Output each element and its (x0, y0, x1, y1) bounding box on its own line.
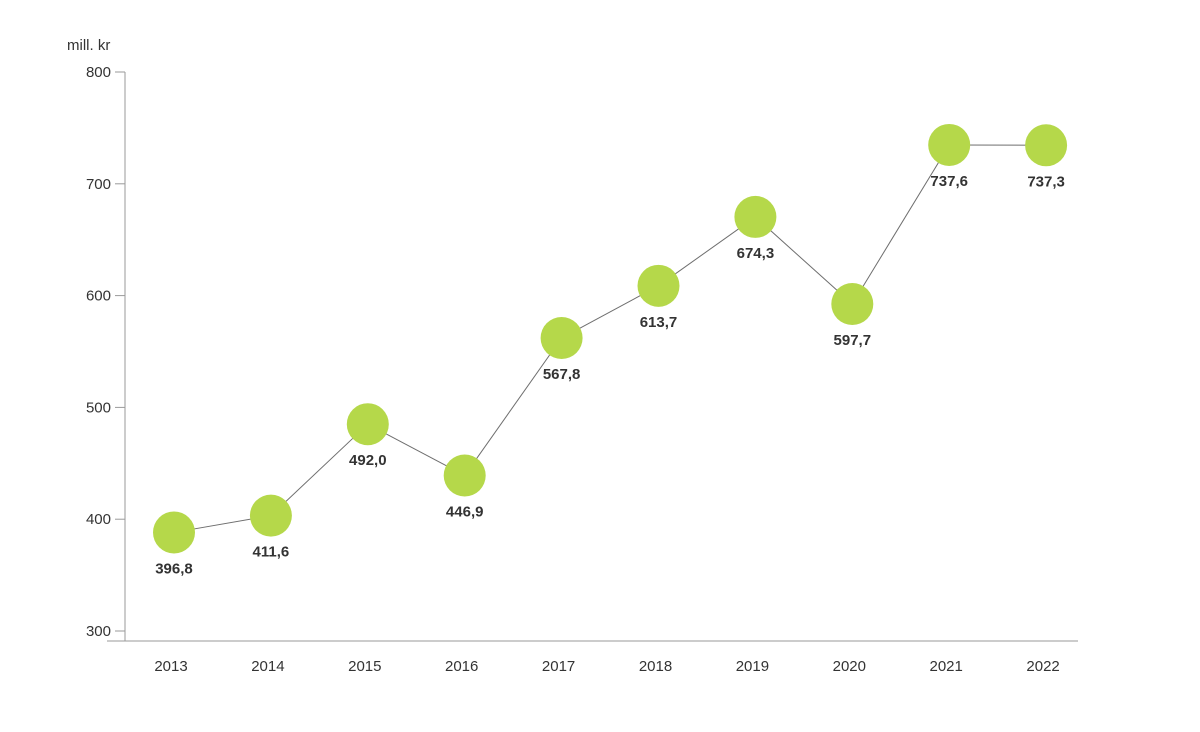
x-tick-label: 2020 (833, 658, 866, 675)
data-point-label: 737,6 (930, 173, 968, 190)
x-tick-label: 2015 (348, 658, 381, 675)
series-line-segment (755, 216, 853, 305)
y-tick-label: 600 (86, 288, 111, 305)
data-point-marker (1025, 124, 1068, 167)
x-tick-label: 2016 (445, 658, 478, 675)
series-line-segment (464, 337, 563, 476)
y-axis-unit-label: mill. kr (67, 37, 110, 54)
data-point-label: 567,8 (543, 366, 581, 383)
series-line-segment (270, 423, 369, 516)
data-point-label: 411,6 (253, 544, 290, 561)
x-tick-label: 2013 (154, 658, 187, 675)
data-point-label: 446,9 (446, 503, 484, 520)
x-axis-ticks: 2013 2014 2015 2016 2017 2018 2019 2020 2021 2022 (154, 658, 1059, 675)
data-point-label: 492,0 (349, 452, 387, 469)
y-axis-ticks: 300 400 500 600 700 800 (86, 64, 125, 640)
data-point-label: 737,3 (1027, 173, 1065, 190)
series-line-segment (851, 144, 950, 305)
data-point-label: 597,7 (834, 332, 872, 349)
y-tick-label: 500 (86, 399, 111, 416)
x-tick-label: 2017 (542, 658, 575, 675)
data-point-marker (928, 123, 971, 166)
data-point-marker (734, 195, 777, 238)
x-tick-label: 2022 (1026, 658, 1059, 675)
data-point-label: 674,3 (737, 245, 775, 262)
y-tick-label: 400 (86, 511, 111, 528)
y-tick-label: 800 (86, 64, 111, 81)
data-point-marker (831, 283, 874, 326)
data-point-label: 613,7 (640, 314, 678, 331)
series-lines (173, 144, 1047, 533)
x-tick-label: 2014 (251, 658, 284, 675)
y-tick-label: 700 (86, 176, 111, 193)
data-point-marker (346, 403, 389, 446)
data-labels: 396,8 411,6 492,0 446,9 567,8 613,7 674,3 597,7… (155, 173, 1065, 577)
x-tick-label: 2019 (736, 658, 769, 675)
data-point-label: 396,8 (155, 560, 193, 577)
data-point-marker (153, 511, 195, 554)
data-point-marker (540, 317, 583, 360)
data-point-marker (443, 454, 486, 497)
x-tick-label: 2018 (639, 658, 672, 675)
x-tick-label: 2021 (930, 658, 963, 675)
data-point-marker (637, 264, 680, 307)
y-tick-label: 300 (86, 623, 111, 640)
data-point-marker (249, 494, 292, 537)
series-points (153, 123, 1068, 554)
